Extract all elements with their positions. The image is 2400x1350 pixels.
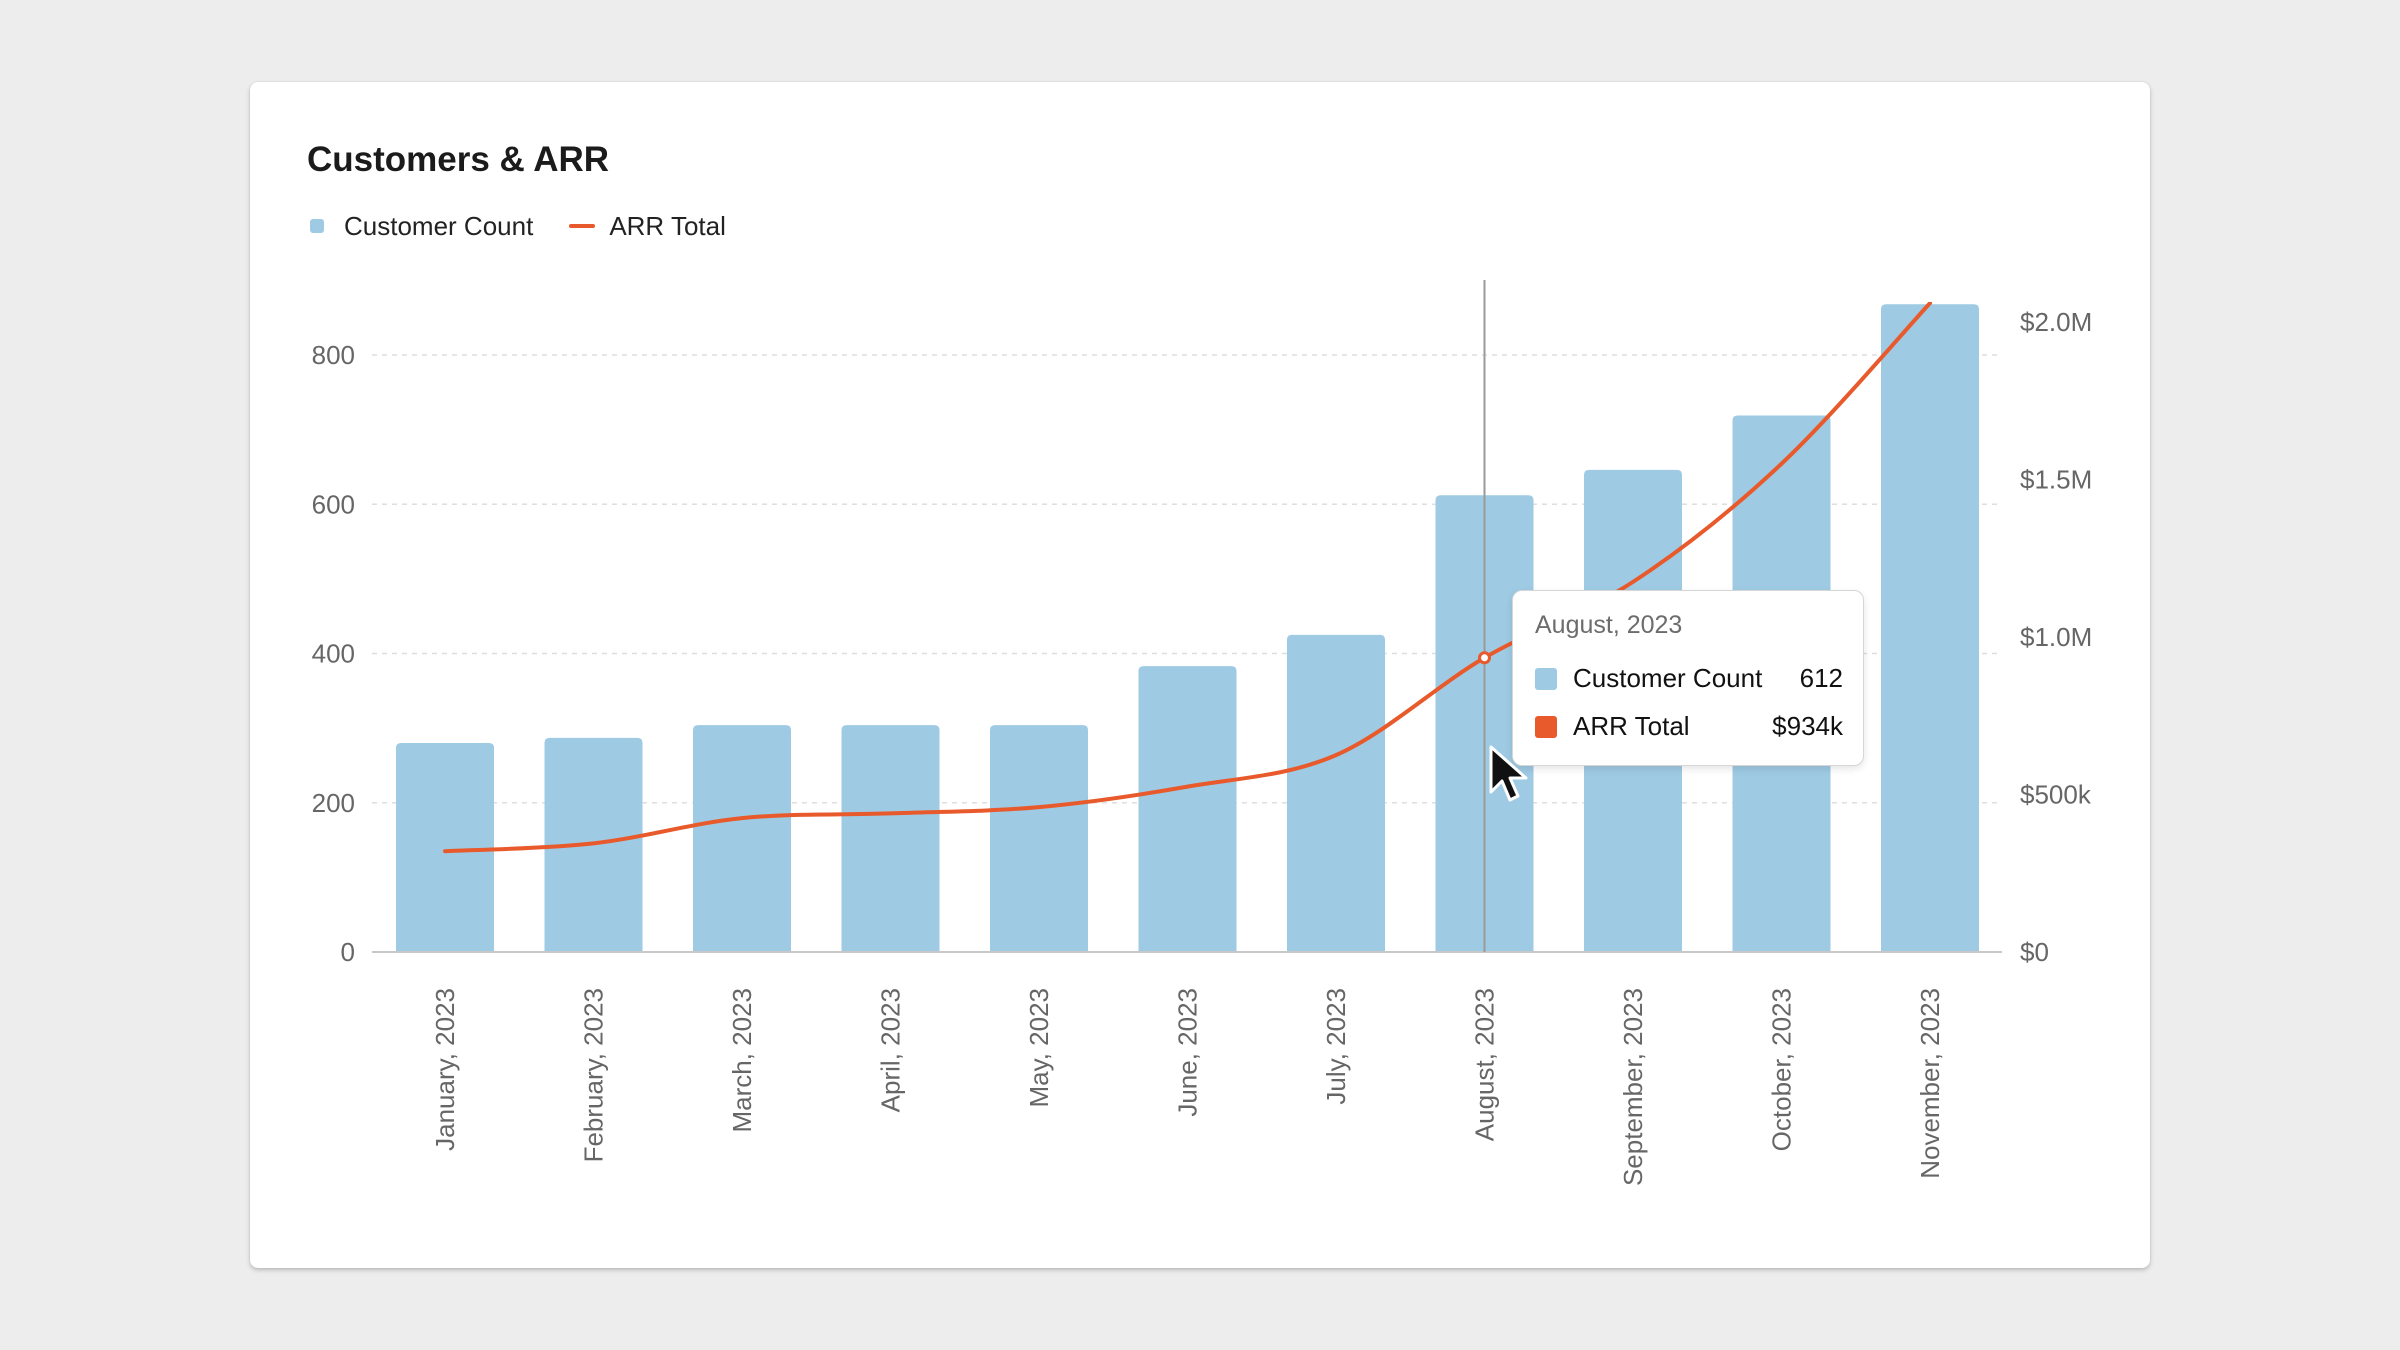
tooltip-row-value: 612 <box>1799 663 1843 693</box>
tooltip-row-label: ARR Total <box>1573 711 1690 741</box>
x-tick-label: November, 2023 <box>1915 988 1945 1179</box>
bar-6[interactable] <box>1138 666 1237 952</box>
tooltip-row-arr-total: ARR Total $934k <box>1535 711 1843 742</box>
y-left-tick-label: 600 <box>312 489 355 519</box>
x-tick-label: February, 2023 <box>579 988 609 1162</box>
legend-label: ARR Total <box>609 210 726 241</box>
hover-point <box>1478 651 1491 665</box>
x-tick-label: September, 2023 <box>1618 988 1648 1186</box>
y-right-tick-label: $0 <box>2020 937 2049 967</box>
x-tick-label: August, 2023 <box>1470 988 1500 1141</box>
bar-7[interactable] <box>1287 634 1385 952</box>
combo-chart[interactable]: 0 200 400 600 800 $0 $500k $1.0M $1.5M $2.0M Janua… <box>250 82 2150 1268</box>
y-left-tick-label: 400 <box>312 639 355 669</box>
y-right-tick-label: $1.5M <box>2020 465 2092 495</box>
tooltip-row-label: Customer Count <box>1573 663 1763 693</box>
legend-swatch-line-icon <box>569 224 596 228</box>
mouse-pointer-icon <box>1489 745 1528 802</box>
bar-1[interactable] <box>396 743 494 952</box>
chart-title: Customers & ARR <box>307 140 610 179</box>
chart-card: Customers & ARR Customer Count ARR Total… <box>250 82 2150 1268</box>
x-tick-label: June, 2023 <box>1173 988 1203 1117</box>
chart-tooltip: August, 2023 Customer Count 612 ARR Tota… <box>1512 590 1864 766</box>
bar-4[interactable] <box>841 725 940 952</box>
bar-3[interactable] <box>693 725 791 952</box>
tooltip-swatch-icon <box>1535 667 1557 690</box>
arr-total-line <box>443 302 1932 854</box>
bar-5[interactable] <box>990 725 1088 952</box>
x-tick-label: October, 2023 <box>1767 988 1797 1151</box>
y-left-tick-label: 0 <box>341 937 355 967</box>
tooltip-row-value: $934k <box>1772 711 1843 741</box>
tooltip-title: August, 2023 <box>1535 611 1683 639</box>
x-tick-label: March, 2023 <box>727 988 757 1133</box>
legend-label: Customer Count <box>344 210 534 241</box>
y-right-tick-label: $500k <box>2020 780 2092 810</box>
chart-legend: Customer Count ARR Total <box>310 206 762 246</box>
y-left-tick-label: 800 <box>312 340 355 370</box>
x-tick-label: May, 2023 <box>1024 988 1054 1107</box>
legend-swatch-square-icon <box>310 219 324 233</box>
tooltip-row-customer-count: Customer Count 612 <box>1535 663 1843 694</box>
tooltip-swatch-icon <box>1535 715 1557 738</box>
legend-item-arr-total[interactable]: ARR Total <box>569 211 726 242</box>
bar-11[interactable] <box>1881 304 1979 952</box>
y-right-tick-label: $1.0M <box>2020 622 2092 652</box>
legend-item-customer-count[interactable]: Customer Count <box>310 211 533 242</box>
x-tick-label: January, 2023 <box>430 988 460 1151</box>
x-tick-label: July, 2023 <box>1321 988 1351 1105</box>
x-tick-label: April, 2023 <box>876 988 906 1112</box>
y-right-tick-label: $2.0M <box>2020 307 2092 337</box>
y-left-tick-label: 200 <box>312 788 355 818</box>
